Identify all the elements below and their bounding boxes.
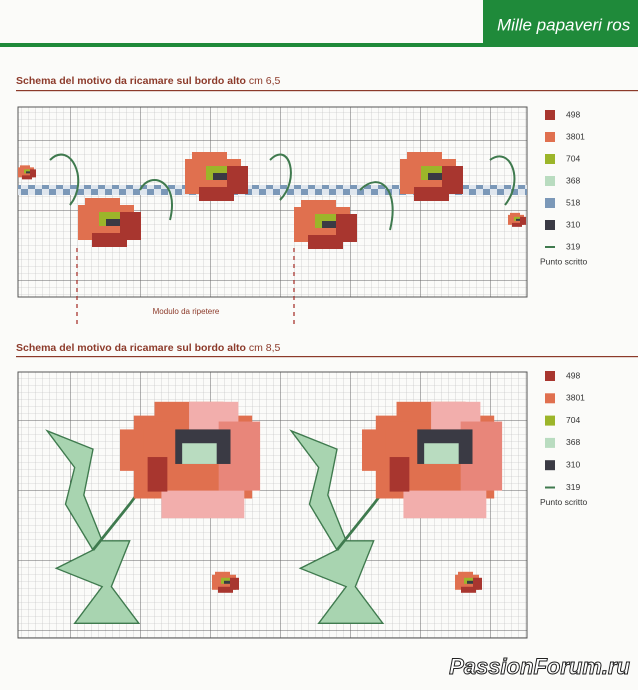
legend-code: 498 bbox=[566, 370, 580, 380]
legend-code: 368 bbox=[566, 437, 580, 447]
legend-swatch bbox=[545, 198, 555, 208]
legend-swatch bbox=[545, 460, 555, 471]
legend-swatch bbox=[545, 393, 555, 404]
title-text: Schema del motivo da ricamare sul bordo … bbox=[16, 75, 246, 87]
legend-swatch bbox=[545, 176, 555, 186]
section-title: Schema del motivo da ricamare sul bordo … bbox=[16, 342, 280, 354]
legend-swatch bbox=[545, 110, 555, 120]
title-size: cm 6,5 bbox=[249, 75, 281, 87]
legend-code: 310 bbox=[566, 459, 580, 469]
legend-note: Punto scritto bbox=[540, 497, 588, 507]
legend-code: 3801 bbox=[566, 393, 585, 403]
legend-swatch bbox=[545, 132, 555, 142]
repeat-label: Modulo da ripetere bbox=[153, 307, 220, 316]
legend-code: 368 bbox=[566, 175, 580, 185]
legend-swatch bbox=[545, 220, 555, 230]
legend-swatch bbox=[545, 415, 555, 426]
section-title: Schema del motivo da ricamare sul bordo … bbox=[16, 75, 280, 87]
watermark: PassionForum.ru bbox=[449, 654, 630, 679]
legend-line bbox=[545, 246, 555, 248]
legend-swatch bbox=[545, 371, 555, 381]
legend-code: 704 bbox=[566, 153, 580, 163]
legend-code: 704 bbox=[566, 415, 580, 425]
legend-code: 3801 bbox=[566, 131, 585, 141]
header-title: Mille papaveri ros bbox=[497, 15, 631, 34]
legend-code: 498 bbox=[566, 109, 580, 119]
legend-swatch bbox=[545, 437, 555, 448]
title-text: Schema del motivo da ricamare sul bordo … bbox=[16, 342, 246, 354]
legend-code: 319 bbox=[566, 482, 580, 492]
legend-note: Punto scritto bbox=[540, 256, 588, 266]
title-size: cm 8,5 bbox=[249, 342, 281, 354]
legend-code: 518 bbox=[566, 197, 580, 207]
legend-swatch bbox=[545, 154, 555, 164]
legend-code: 310 bbox=[566, 219, 580, 229]
legend-line bbox=[545, 486, 555, 489]
legend-code: 319 bbox=[566, 241, 580, 251]
